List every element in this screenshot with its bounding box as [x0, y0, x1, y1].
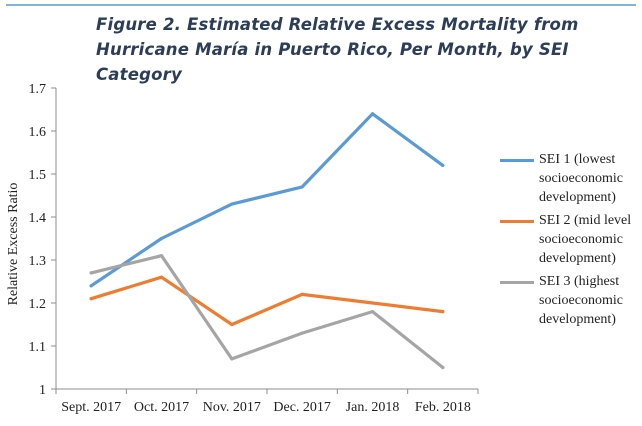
tick-labels: 1 1.1 1.2 1.3 1.4 1.5 1.6 1.7 Sept. 2017 Oct. 201… — [29, 82, 471, 415]
series-line-sei-3 — [89, 254, 445, 370]
series-line-sei-1 — [89, 112, 445, 288]
x-tick-label: Nov. 2017 — [203, 400, 261, 415]
x-tick-label: Feb. 2018 — [415, 400, 471, 415]
data-point-sei-3 — [370, 310, 375, 314]
data-point-sei-2 — [370, 301, 375, 305]
y-tick-label: 1.1 — [29, 340, 47, 355]
data-point-sei-2 — [230, 322, 234, 327]
data-point-sei-3 — [230, 357, 234, 361]
legend: SEI 1 (lowest socioeconomic development)… — [500, 150, 640, 333]
data-point-sei-3 — [441, 365, 445, 370]
legend-label: SEI 1 (lowest socioeconomic development) — [539, 152, 623, 205]
x-tick-label: Oct. 2017 — [134, 400, 189, 415]
data-point-sei-1 — [89, 284, 93, 288]
y-tick-label: 1.6 — [29, 125, 47, 140]
y-tick-label: 1.4 — [29, 211, 47, 226]
axes — [51, 87, 479, 394]
legend-item-sei-2: SEI 2 (mid level socioeconomic developme… — [500, 211, 640, 268]
legend-item-sei-3: SEI 3 (highest socioeconomic development… — [500, 272, 640, 329]
data-point-sei-2 — [159, 275, 164, 279]
data-point-sei-1 — [300, 185, 304, 189]
y-tick-label: 1.3 — [29, 254, 47, 269]
y-tick-label: 1.7 — [29, 82, 47, 97]
data-point-sei-2 — [300, 292, 304, 296]
legend-label: SEI 2 (mid level socioeconomic developme… — [539, 213, 632, 266]
x-tick-label: Jan. 2018 — [346, 400, 400, 415]
data-point-sei-2 — [89, 297, 93, 301]
y-tick-label: 1 — [39, 383, 46, 398]
x-tick-label: Sept. 2017 — [61, 400, 121, 415]
y-tick-label: 1.2 — [29, 297, 47, 312]
legend-swatch — [500, 220, 534, 223]
series-lines — [89, 112, 445, 370]
legend-swatch — [500, 159, 534, 162]
top-rule — [6, 4, 636, 6]
figure-title: Figure 2. Estimated Relative Excess Mort… — [96, 15, 579, 84]
data-point-sei-1 — [159, 236, 164, 241]
data-point-sei-1 — [441, 163, 445, 167]
y-axis-label: Relative Excess Ratio — [6, 183, 21, 306]
data-point-sei-3 — [89, 271, 93, 275]
legend-label: SEI 3 (highest socioeconomic development… — [539, 274, 623, 327]
data-point-sei-3 — [300, 331, 304, 335]
data-point-sei-1 — [230, 202, 234, 206]
y-tick-label: 1.5 — [29, 168, 47, 183]
legend-item-sei-1: SEI 1 (lowest socioeconomic development) — [500, 150, 640, 207]
series-line-sei-2 — [89, 275, 445, 327]
x-tick-label: Dec. 2017 — [273, 400, 331, 415]
legend-swatch — [500, 281, 534, 284]
data-point-sei-2 — [441, 310, 445, 314]
data-point-sei-3 — [159, 254, 164, 258]
data-point-sei-1 — [370, 112, 375, 116]
